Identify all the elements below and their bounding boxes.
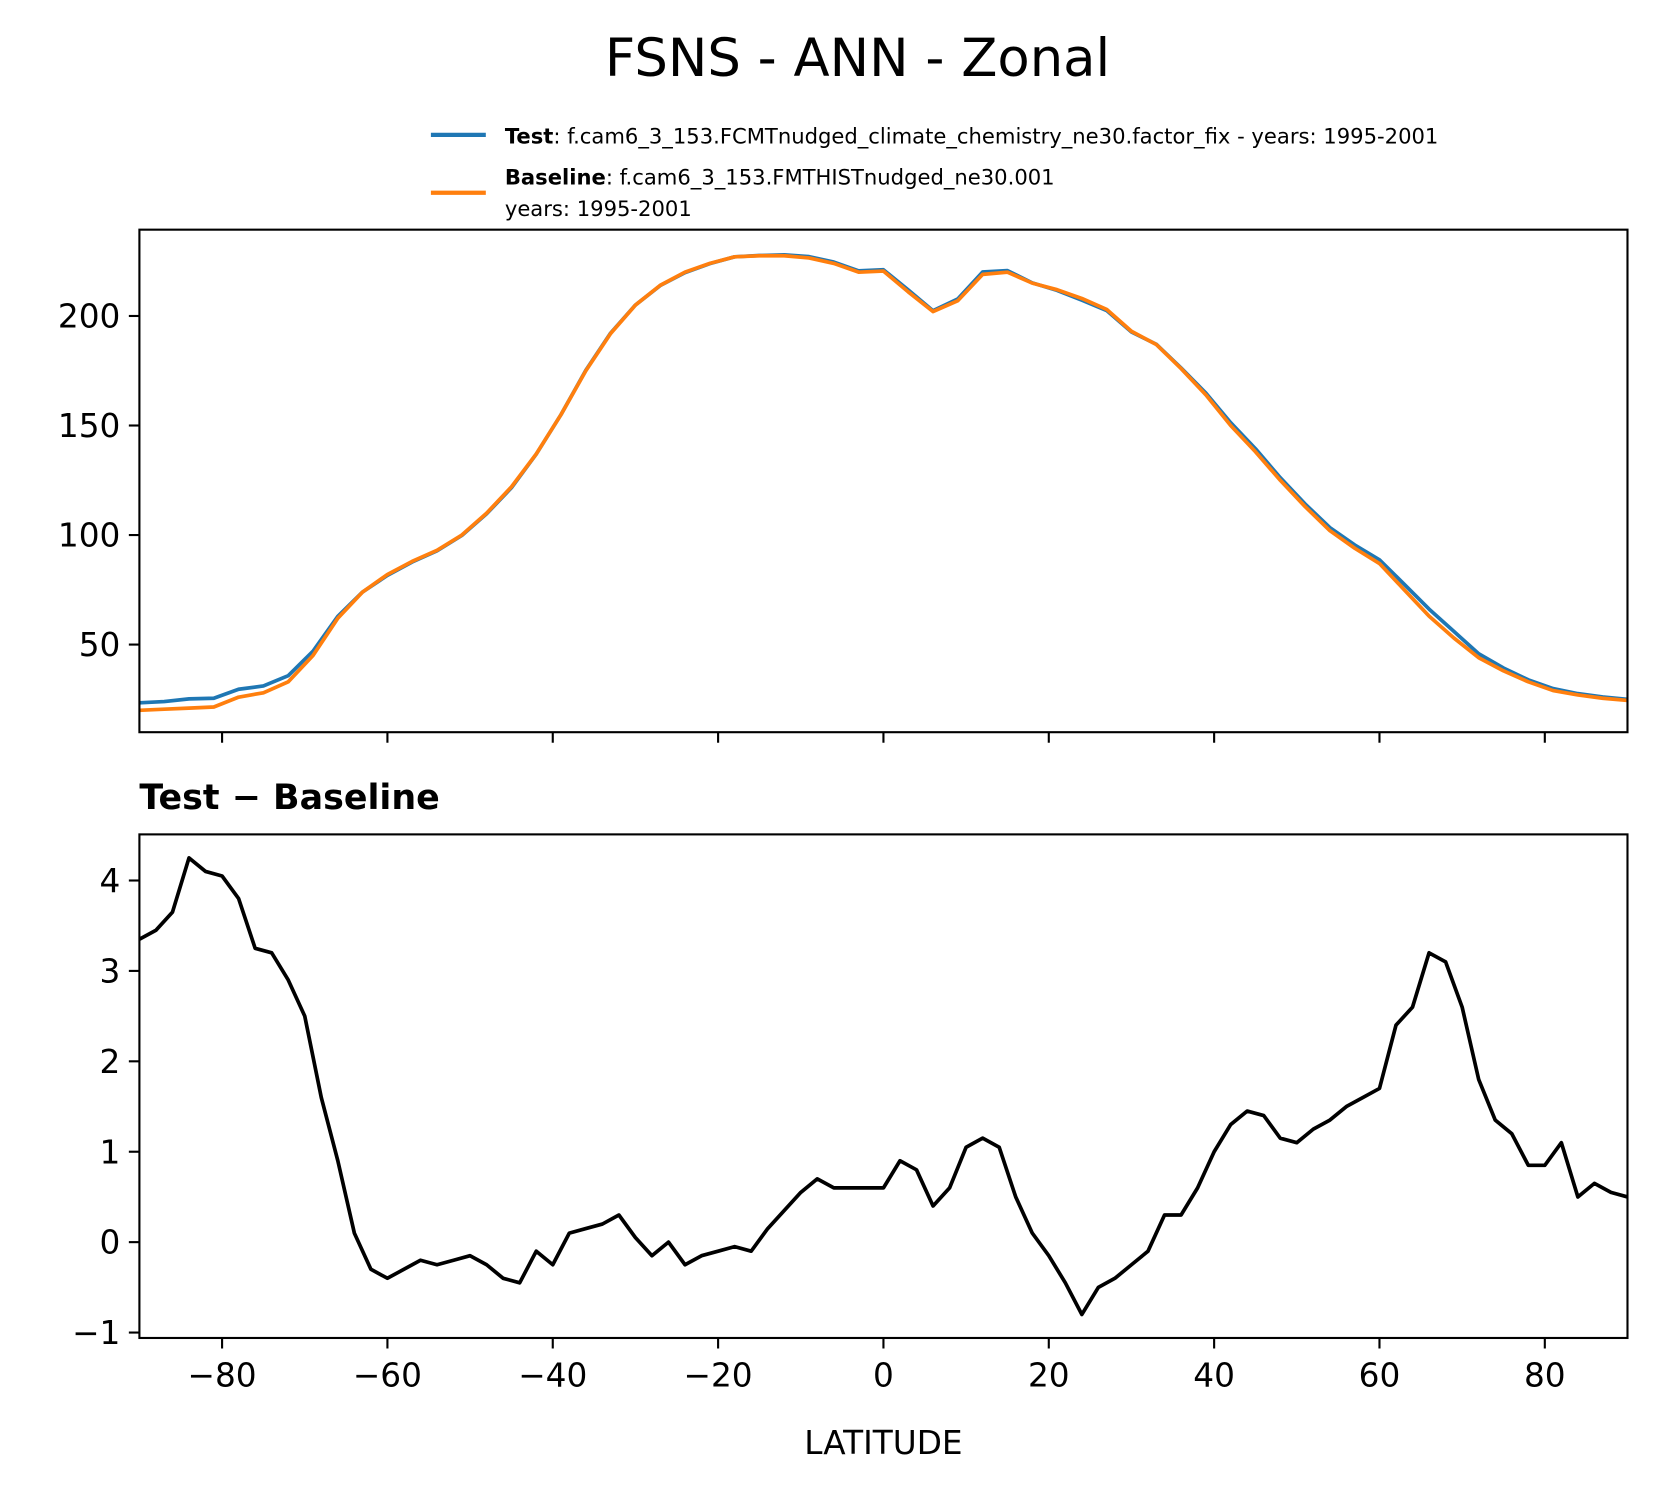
- x-tick-label: 0: [873, 1356, 894, 1394]
- y-tick-label: 200: [58, 298, 120, 336]
- y-tick-label: 1: [100, 1133, 121, 1171]
- data-line: [139, 253, 1628, 713]
- x-tick-label: −40: [518, 1356, 587, 1394]
- y-tick-label: 50: [79, 626, 121, 664]
- y-tick-label: 100: [58, 517, 120, 555]
- data-line: [139, 856, 1628, 1317]
- legend-description: : f.cam6_3_153.FMTHISTnudged_ne30.001: [606, 164, 1055, 190]
- x-axis-label: LATITUDE: [804, 1424, 962, 1462]
- legend-description: : f.cam6_3_153.FCMTnudged_climate_chemis…: [553, 123, 1438, 149]
- y-tick-label: 3: [100, 953, 121, 991]
- subplot-title: Test − Baseline: [139, 778, 439, 818]
- legend-label: Test: f.cam6_3_153.FCMTnudged_climate_ch…: [505, 123, 1439, 149]
- y-tick-label: 2: [100, 1043, 121, 1081]
- x-tick-label: 60: [1359, 1356, 1401, 1394]
- y-tick-label: −1: [72, 1314, 120, 1352]
- x-tick-label: 80: [1524, 1356, 1566, 1394]
- x-tick-label: −60: [353, 1356, 422, 1394]
- legend-name: Baseline: [505, 164, 606, 189]
- x-tick-label: −20: [684, 1356, 753, 1394]
- x-tick-label: 40: [1193, 1356, 1235, 1394]
- y-tick-label: 4: [100, 862, 121, 900]
- figure-title: FSNS - ANN - Zonal: [605, 28, 1110, 89]
- legend-description: years: 1995-2001: [505, 196, 692, 221]
- plot-frame: [138, 228, 1629, 734]
- legend-name: Test: [505, 123, 554, 148]
- legend-label: Baseline: f.cam6_3_153.FMTHISTnudged_ne3…: [505, 164, 1055, 221]
- x-tick-label: −80: [188, 1356, 257, 1394]
- y-tick-label: 0: [100, 1224, 121, 1262]
- y-tick-label: 150: [58, 407, 120, 445]
- plot-frame: [138, 833, 1629, 1340]
- data-line: [139, 253, 1628, 705]
- x-tick-label: 20: [1028, 1356, 1070, 1394]
